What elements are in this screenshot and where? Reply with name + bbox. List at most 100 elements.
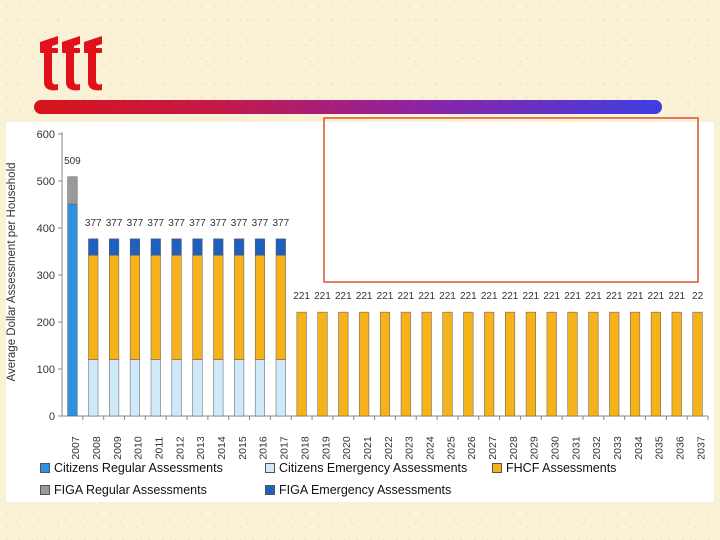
bar-segment	[88, 255, 99, 360]
bar-segment	[213, 359, 224, 417]
bar-value-label: 377	[127, 218, 144, 229]
bar-value-label: 221	[543, 291, 560, 302]
bar-segment	[150, 255, 161, 360]
bar-value-label: 377	[252, 218, 269, 229]
bar-value-label: 221	[418, 291, 435, 302]
bar-value-label: 221	[564, 291, 581, 302]
bar-segment	[67, 176, 78, 205]
bar-segment	[421, 311, 432, 417]
bar-segment	[525, 311, 536, 417]
bar-value-label: 221	[585, 291, 602, 302]
bar-value-label: 221	[481, 291, 498, 302]
chart-legend: Citizens Regular Assessments Citizens Em…	[40, 461, 680, 501]
bar-segment	[109, 238, 120, 256]
bar-segment	[150, 238, 161, 256]
x-tick-label: 2015	[237, 436, 249, 460]
bar-segment	[546, 311, 557, 417]
bar-value-label: 377	[231, 218, 248, 229]
bar-value-label: 221	[460, 291, 477, 302]
bar-segment	[88, 238, 99, 256]
bar-segment	[275, 238, 286, 256]
bar-value-label: 221	[335, 291, 352, 302]
bar-segment	[317, 311, 328, 417]
bar-segment	[650, 311, 661, 417]
x-tick-label: 2017	[279, 436, 291, 460]
legend-label-fhcf: FHCF Assessments	[506, 461, 617, 475]
bar-value-label: 221	[523, 291, 540, 302]
y-tick-label: 400	[37, 223, 55, 235]
bar-segment	[171, 359, 182, 417]
legend-item-citizens-regular: Citizens Regular Assessments	[40, 461, 223, 475]
bar-segment	[275, 359, 286, 417]
bar-segment	[630, 311, 641, 417]
bar-value-label: 221	[502, 291, 519, 302]
bar-value-label: 509	[64, 156, 81, 167]
bar-segment	[192, 359, 203, 417]
y-tick-label: 100	[37, 364, 55, 376]
bar-segment	[275, 255, 286, 360]
x-tick-label: 2028	[508, 436, 520, 460]
bar-segment	[213, 238, 224, 256]
legend-item-fhcf: FHCF Assessments	[492, 461, 616, 475]
bar-segment	[359, 311, 370, 417]
x-tick-label: 2010	[133, 436, 145, 460]
legend-label-citizens-regular: Citizens Regular Assessments	[54, 461, 223, 475]
x-tick-label: 2029	[529, 436, 541, 460]
x-tick-label: 2027	[487, 436, 499, 460]
bar-value-label: 377	[210, 218, 227, 229]
x-tick-label: 2020	[341, 436, 353, 460]
bar-value-label: 221	[668, 291, 685, 302]
bar-segment	[129, 255, 140, 360]
x-tick-label: 2024	[424, 436, 436, 460]
y-tick-label: 0	[49, 411, 55, 423]
bar-segment	[234, 359, 245, 417]
bar-value-label: 221	[293, 291, 310, 302]
x-tick-label: 2014	[216, 436, 228, 460]
bar-value-label: 377	[147, 218, 164, 229]
bar-segment	[671, 311, 682, 417]
x-tick-label: 2032	[591, 436, 603, 460]
x-tick-label: 2036	[675, 436, 687, 460]
x-tick-label: 2035	[654, 436, 666, 460]
x-tick-label: 2031	[570, 436, 582, 460]
bar-segment	[150, 359, 161, 417]
bar-segment	[254, 359, 266, 417]
bar-segment	[504, 311, 516, 417]
bar-value-label: 221	[356, 291, 373, 302]
x-tick-label: 2025	[445, 436, 457, 460]
legend-swatch-fhcf	[492, 463, 502, 473]
x-tick-label: 2030	[549, 436, 561, 460]
bar-segment	[171, 255, 182, 360]
bar-segment	[296, 311, 307, 417]
y-tick-label: 300	[37, 270, 55, 282]
bar-segment	[213, 255, 224, 360]
bar-value-label: 221	[606, 291, 623, 302]
y-tick-label: 500	[37, 176, 55, 188]
legend-item-figa-regular: FIGA Regular Assessments	[40, 483, 207, 497]
x-tick-label: 2021	[362, 436, 374, 460]
bar-segment	[484, 311, 495, 417]
bar-value-label: 221	[627, 291, 644, 302]
bar-segment	[692, 311, 703, 417]
bar-segment	[338, 311, 349, 417]
y-axis-label: Average Dollar Assessment per Household	[6, 162, 18, 382]
legend-item-figa-emergency: FIGA Emergency Assessments	[265, 483, 451, 497]
bar-segment	[234, 238, 245, 256]
x-tick-label: 2008	[91, 436, 103, 460]
x-tick-label: 2026	[466, 436, 478, 460]
legend-swatch-figa-regular	[40, 485, 50, 495]
legend-label-figa-emergency: FIGA Emergency Assessments	[279, 483, 452, 497]
bar-segment	[400, 311, 411, 417]
bar-value-label: 22	[692, 291, 704, 302]
bar-segment	[129, 238, 140, 256]
x-tick-label: 2018	[299, 436, 311, 460]
bar-segment	[609, 311, 620, 417]
x-tick-label: 2022	[383, 436, 395, 460]
bar-segment	[254, 255, 266, 360]
bar-segment	[567, 311, 578, 417]
bar-segment	[254, 238, 266, 256]
x-tick-label: 2007	[70, 436, 82, 460]
ttt-logo-icon	[40, 36, 102, 91]
bar-value-label: 377	[168, 218, 185, 229]
